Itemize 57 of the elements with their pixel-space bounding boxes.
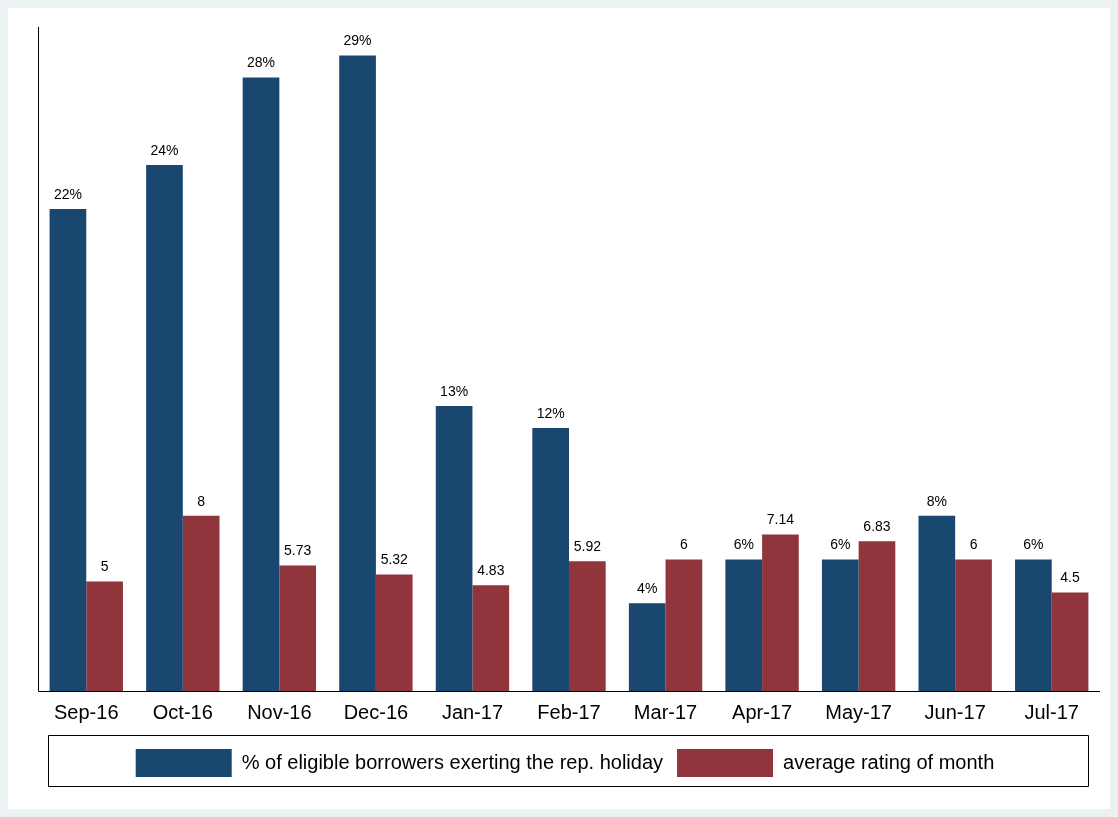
x-tick-label: Oct-16 (152, 700, 213, 723)
data-label: 12% (536, 404, 565, 421)
data-label: 6.83 (863, 518, 891, 535)
bar (725, 559, 763, 691)
bar (375, 574, 413, 691)
data-label: 13% (440, 382, 469, 399)
legend-label: average rating of month (783, 750, 995, 773)
data-label: 6% (830, 536, 851, 553)
bar (279, 565, 317, 691)
data-label: 5.92 (573, 538, 602, 555)
data-label: 6% (1023, 536, 1044, 553)
x-tick-label: Jun-17 (924, 700, 986, 723)
bar (628, 603, 666, 691)
bar (1051, 592, 1089, 691)
bar (339, 55, 376, 691)
data-label: 5 (100, 558, 109, 575)
x-tick-label: Feb-17 (537, 700, 601, 723)
data-label: 4.5 (1060, 569, 1081, 586)
data-label: 28% (247, 54, 276, 71)
legend-label: % of eligible borrowers exerting the rep. holiday (241, 750, 664, 773)
bar (1015, 559, 1052, 691)
x-tick-label: Apr-17 (732, 700, 793, 723)
bar (858, 541, 896, 691)
bar (49, 208, 87, 691)
x-tick-label: Dec-16 (343, 700, 409, 723)
x-tick-label: Sep-16 (54, 700, 119, 723)
bar (569, 561, 606, 691)
data-label: 8 (197, 492, 206, 509)
x-tick-label: Jan-17 (441, 700, 504, 723)
data-label: 22% (53, 185, 82, 202)
bar (955, 559, 992, 691)
bar (532, 428, 569, 691)
bar (182, 515, 220, 691)
bar (762, 534, 799, 691)
data-label: 6% (733, 536, 754, 553)
data-label: 4% (637, 580, 658, 597)
x-tick-label: May-17 (825, 700, 892, 723)
bar (821, 559, 859, 691)
data-label: 24% (150, 141, 179, 158)
bar (146, 165, 183, 691)
bar (86, 581, 123, 691)
bar (472, 585, 510, 691)
data-label: 6 (679, 536, 688, 553)
data-label: 8% (926, 492, 947, 509)
x-tick-label: Mar-17 (633, 700, 698, 723)
bar (918, 515, 956, 691)
data-label: 5.32 (380, 551, 409, 568)
data-label: 29% (343, 32, 372, 49)
data-label: 6 (969, 536, 978, 553)
bar (665, 559, 703, 691)
data-label: 4.83 (477, 562, 505, 579)
data-label: 7.14 (766, 511, 795, 528)
bar (435, 406, 473, 691)
x-tick-label: Jul-17 (1024, 700, 1079, 723)
data-label: 5.73 (284, 542, 312, 559)
bar (242, 77, 280, 691)
x-tick-label: Nov-16 (247, 700, 312, 723)
